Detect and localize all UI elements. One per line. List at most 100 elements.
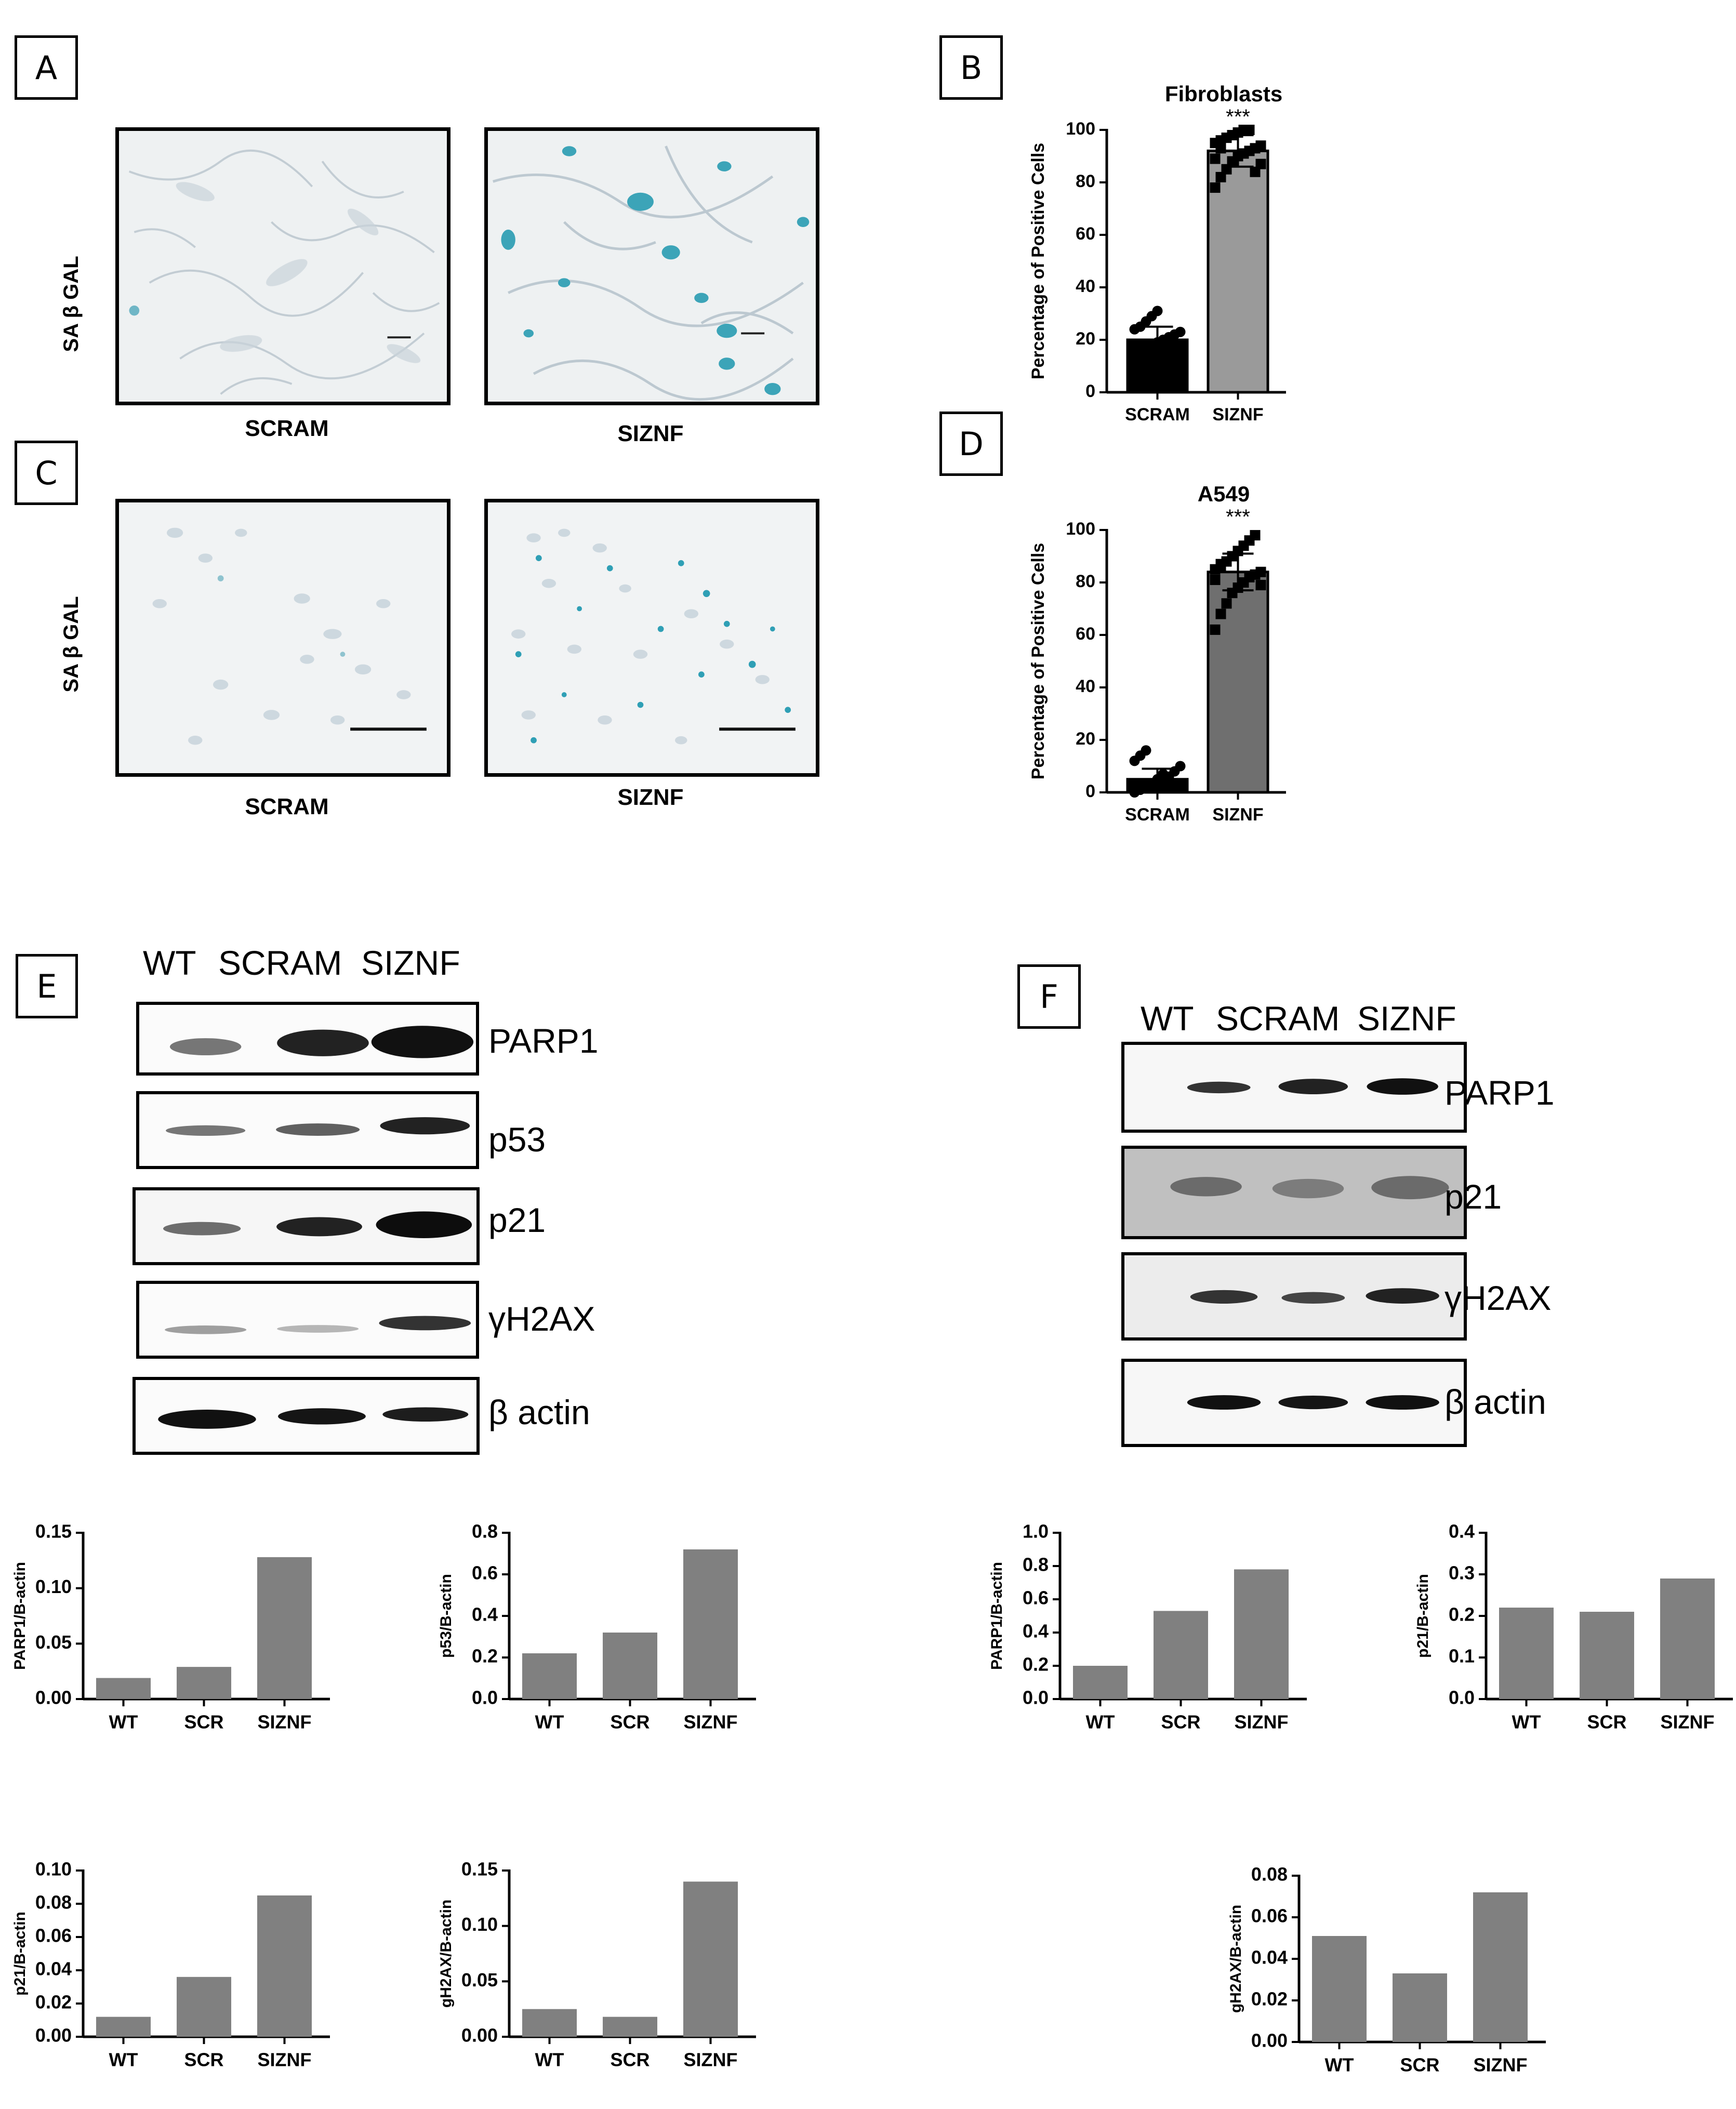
e3-bar <box>96 2017 151 2037</box>
panel-letter-b: B <box>939 35 1003 100</box>
row-label-c: SA β GAL <box>60 596 83 693</box>
b-data-point <box>1152 306 1163 316</box>
e2-bar <box>603 1633 657 1699</box>
f3-x-tick-label: WT <box>1325 2054 1354 2075</box>
f3-y-tick-label: 0.02 <box>1251 1988 1288 2010</box>
blot-f-p21 <box>1121 1146 1467 1239</box>
blot-e-beta-actin <box>132 1377 480 1455</box>
d-y-tick-label: 60 <box>1076 624 1095 644</box>
b-x-tick-label: SIZNF <box>1212 405 1263 425</box>
band-label-f-gh2ax: γH2AX <box>1445 1279 1552 1317</box>
d-data-point <box>1210 624 1221 635</box>
e4-bar <box>683 1881 738 2037</box>
e4-y-axis-label: gH2AX/B-actin <box>438 1900 455 2008</box>
e3-x-tick-label: WT <box>109 2049 138 2070</box>
e1-bar <box>177 1667 231 1699</box>
lane-label-e-wt: WT <box>143 944 196 982</box>
e3-y-tick-label: 0.00 <box>35 2025 72 2046</box>
f1-y-tick-label: 1.0 <box>1023 1521 1049 1542</box>
e1-bar <box>257 1557 312 1699</box>
blot-e-p53 <box>136 1091 479 1169</box>
blot-f-gh2ax <box>1121 1252 1467 1341</box>
f2-x-tick-label: SIZNF <box>1661 1711 1715 1732</box>
b-y-tick-label: 100 <box>1066 119 1095 139</box>
f1-bar <box>1154 1611 1208 1699</box>
f1-bar <box>1073 1666 1128 1699</box>
f3-x-tick-label: SIZNF <box>1474 2054 1528 2075</box>
e1-x-tick-label: SCR <box>184 1711 223 1732</box>
condition-label-c-scram: SCRAM <box>245 794 329 819</box>
e2-x-tick-label: WT <box>535 1711 564 1732</box>
blot-e-parp1 <box>136 1002 479 1076</box>
d-data-point <box>1255 566 1266 577</box>
d-bar <box>1207 571 1269 794</box>
e2-bar <box>522 1653 577 1699</box>
b-y-tick-label: 60 <box>1076 224 1095 244</box>
e3-y-tick-label: 0.02 <box>35 1992 72 2013</box>
f2-y-tick-label: 0.0 <box>1449 1687 1475 1708</box>
d-x-tick-label: SIZNF <box>1212 805 1263 825</box>
f2-y-tick-label: 0.1 <box>1449 1646 1475 1667</box>
d-significance-marker: *** <box>1226 506 1250 528</box>
lane-label-f-wt: WT <box>1141 999 1194 1038</box>
e2-y-axis-label: p53/B-actin <box>438 1574 455 1658</box>
micrograph-a-siznf <box>484 127 819 405</box>
f3-y-tick-label: 0.04 <box>1251 1947 1288 1968</box>
panel-letter-e: E <box>16 954 78 1018</box>
e1-bar <box>96 1678 151 1699</box>
chart-d-a549: A549 Percentage of Positive Cells 0 20 40 60 8… <box>1028 482 1286 825</box>
panel-letter-c: C <box>15 441 78 505</box>
f2-y-tick-label: 0.3 <box>1449 1562 1475 1584</box>
f3-bar <box>1473 1892 1528 2042</box>
d-data-point <box>1221 598 1232 609</box>
e2-x-tick-label: SCR <box>610 1711 650 1732</box>
e3-bar <box>257 1895 312 2037</box>
b-significance-marker: *** <box>1226 105 1250 128</box>
d-y-tick-label: 40 <box>1076 677 1095 696</box>
f2-x-tick-label: WT <box>1512 1711 1541 1732</box>
b-data-point <box>1255 158 1266 169</box>
band-label-e-gh2ax: γH2AX <box>488 1299 595 1338</box>
e4-x-tick-label: SCR <box>610 2049 650 2070</box>
condition-label-a-scram: SCRAM <box>245 416 329 441</box>
b-y-tick-label: 40 <box>1076 276 1095 296</box>
lane-label-f-siznf: SIZNF <box>1357 999 1456 1038</box>
f2-y-axis-label: p21/B-actin <box>1414 1574 1432 1658</box>
d-data-point <box>1210 574 1221 585</box>
d-data-point <box>1175 761 1186 772</box>
e2-x-tick-label: SIZNF <box>684 1711 738 1732</box>
e4-x-tick-label: SIZNF <box>684 2049 738 2070</box>
lane-label-e-siznf: SIZNF <box>361 944 460 982</box>
blot-f-beta-actin <box>1121 1359 1467 1447</box>
f1-x-tick-label: WT <box>1086 1711 1115 1732</box>
b-y-tick-label: 20 <box>1076 329 1095 349</box>
f2-bar <box>1499 1608 1554 1699</box>
f2-x-tick-label: SCR <box>1587 1711 1626 1732</box>
e4-y-tick-label: 0.15 <box>461 1859 498 1880</box>
d-chart-title: A549 <box>1198 482 1250 506</box>
b-data-point <box>1175 340 1186 351</box>
e2-y-tick-label: 0.8 <box>472 1521 498 1542</box>
f1-y-tick-label: 0.0 <box>1023 1687 1049 1708</box>
blot-f-parp1 <box>1121 1042 1467 1133</box>
f2-bar <box>1580 1612 1634 1699</box>
b-y-axis-label: Percentage of Positive Cells <box>1028 143 1048 379</box>
d-data-point <box>1158 768 1169 779</box>
band-label-e-p53: p53 <box>488 1120 546 1159</box>
chart-f-p21: p21/B-actin 0.0 0.1 0.2 0.3 0.4 WT SCR SIZNF <box>1414 1521 1733 1732</box>
panel-letter-a: A <box>15 35 78 100</box>
d-y-tick-label: 100 <box>1066 519 1095 539</box>
e3-x-tick-label: SCR <box>184 2049 223 2070</box>
e2-y-tick-label: 0.2 <box>472 1646 498 1667</box>
b-data-point <box>1210 182 1221 193</box>
f2-y-tick-label: 0.2 <box>1449 1604 1475 1625</box>
e2-y-tick-label: 0.4 <box>472 1604 498 1625</box>
chart-f-parp1: PARP1/B-actin 0.0 0.2 0.4 0.6 0.8 1.0 WT SCR SIZN… <box>988 1521 1307 1732</box>
f3-y-axis-label: gH2AX/B-actin <box>1227 1905 1244 2013</box>
condition-label-c-siznf: SIZNF <box>617 785 684 810</box>
d-data-point <box>1255 580 1266 591</box>
e1-y-axis-label: PARP1/B-actin <box>11 1562 29 1670</box>
e1-x-tick-label: WT <box>109 1711 138 1732</box>
b-data-point <box>1215 143 1226 154</box>
f3-x-tick-label: SCR <box>1400 2054 1439 2075</box>
